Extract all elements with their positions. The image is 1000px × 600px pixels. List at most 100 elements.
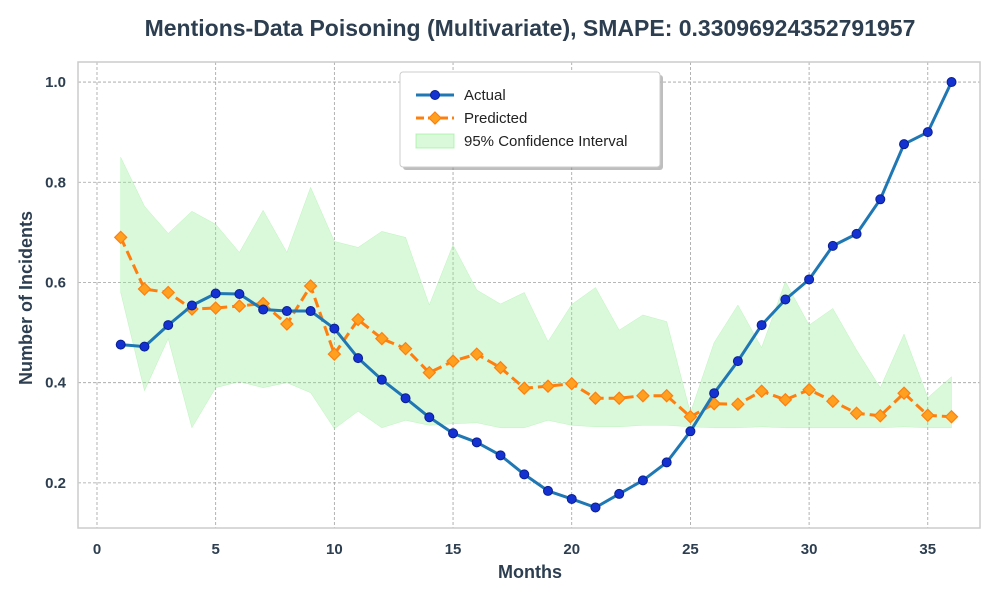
actual-point: [471, 437, 482, 448]
actual-point: [566, 493, 577, 504]
confidence-band: [120, 157, 952, 430]
actual-point: [614, 488, 625, 499]
actual-point: [804, 274, 815, 285]
actual-point: [922, 127, 933, 138]
legend-box: [399, 71, 661, 168]
x-tick-label: 30: [801, 541, 818, 558]
legend-actual-marker: [430, 90, 440, 100]
predicted-point: [446, 354, 460, 368]
actual-point: [946, 77, 957, 88]
actual-point: [305, 306, 316, 317]
predicted-point: [113, 230, 128, 245]
predicted-point: [659, 388, 674, 403]
chart-title: Mentions-Data Poisoning (Multivariate), …: [145, 15, 916, 41]
actual-point: [353, 353, 364, 364]
plot-frame: [77, 61, 981, 529]
confidence-interval-area: [120, 157, 952, 430]
actual-point: [115, 339, 126, 350]
predicted-point: [280, 317, 294, 331]
predicted-point: [897, 386, 911, 401]
legend-ci-swatch: [415, 133, 455, 149]
actual-point: [756, 320, 767, 331]
predicted-point: [422, 365, 437, 380]
actual-point: [186, 300, 197, 311]
actual-point: [519, 469, 530, 480]
x-tick-label: 20: [563, 541, 580, 558]
x-tick-label: 15: [445, 541, 462, 558]
actual-point: [376, 374, 387, 385]
actual-point: [875, 194, 886, 205]
predicted-point: [374, 331, 389, 346]
actual-point: [139, 341, 150, 352]
actual-point: [329, 323, 340, 334]
y-tick-label: 1.0: [45, 74, 66, 91]
y-tick-label: 0.4: [45, 375, 67, 392]
predicted-point: [612, 391, 627, 406]
predicted-point: [588, 391, 603, 406]
predicted-point: [517, 381, 532, 396]
actual-point: [732, 356, 743, 367]
x-tick-label: 25: [682, 541, 699, 558]
x-axis-label: Months: [498, 562, 562, 582]
actual-point: [210, 288, 221, 299]
y-tick-label: 0.2: [45, 475, 66, 492]
predicted-point: [778, 392, 793, 407]
predicted-point: [825, 394, 840, 409]
predicted-point: [920, 408, 935, 423]
actual-point: [590, 502, 601, 513]
actual-point: [495, 450, 506, 461]
actual-point: [685, 426, 696, 437]
predicted-point: [944, 409, 959, 424]
predicted-point: [398, 341, 413, 356]
actual-point: [281, 306, 292, 317]
actual-point: [424, 412, 435, 423]
predicted-point: [327, 347, 342, 361]
predicted-point: [849, 406, 864, 421]
actual-point: [163, 320, 174, 331]
actual-point: [899, 139, 910, 150]
predicted-point: [636, 388, 650, 403]
actual-point: [258, 304, 269, 315]
axes: [77, 61, 981, 529]
predicted-point: [469, 347, 484, 361]
predicted-point: [208, 301, 223, 315]
predicted-point: [351, 312, 365, 327]
actual-point: [709, 388, 720, 399]
predicted-point: [731, 397, 745, 412]
predicted-point: [564, 376, 579, 391]
predicted-point: [683, 409, 698, 424]
predicted-point: [541, 379, 555, 394]
actual-point: [234, 288, 245, 299]
predicted-point: [493, 360, 508, 375]
tick-labels: 0 5 10 15 20 25 30 35 0.2 0.4 0.6 0.8 1.0: [45, 74, 936, 558]
actual-point: [780, 294, 791, 305]
x-tick-label: 0: [93, 541, 101, 558]
predicted-point: [802, 382, 816, 397]
x-tick-label: 10: [326, 541, 343, 558]
x-tick-label: 35: [919, 541, 936, 558]
actual-point: [661, 457, 672, 468]
actual-point: [851, 228, 862, 239]
predicted-point: [873, 408, 888, 423]
legend-predicted-marker: [428, 111, 442, 125]
predicted-point: [137, 282, 152, 296]
legend-predicted-label: Predicted: [464, 110, 527, 127]
predicted-point: [303, 279, 318, 293]
predicted-point: [161, 285, 176, 300]
y-tick-label: 0.8: [45, 174, 66, 191]
y-axis-label: Number of Incidents: [16, 211, 36, 385]
actual-point: [448, 428, 459, 439]
actual-point: [637, 475, 648, 486]
x-tick-label: 5: [212, 541, 220, 558]
y-tick-label: 0.6: [45, 274, 66, 291]
series-layer: [113, 77, 959, 513]
legend-actual-label: Actual: [464, 87, 506, 104]
actual-point: [827, 240, 838, 251]
legend-ci-label: 95% Confidence Interval: [464, 133, 627, 150]
actual-point: [542, 485, 553, 496]
predicted-point: [232, 299, 247, 313]
legend: Actual Predicted 95% Confidence Interval: [399, 71, 663, 170]
predicted-point: [754, 384, 769, 399]
actual-point: [400, 393, 411, 404]
